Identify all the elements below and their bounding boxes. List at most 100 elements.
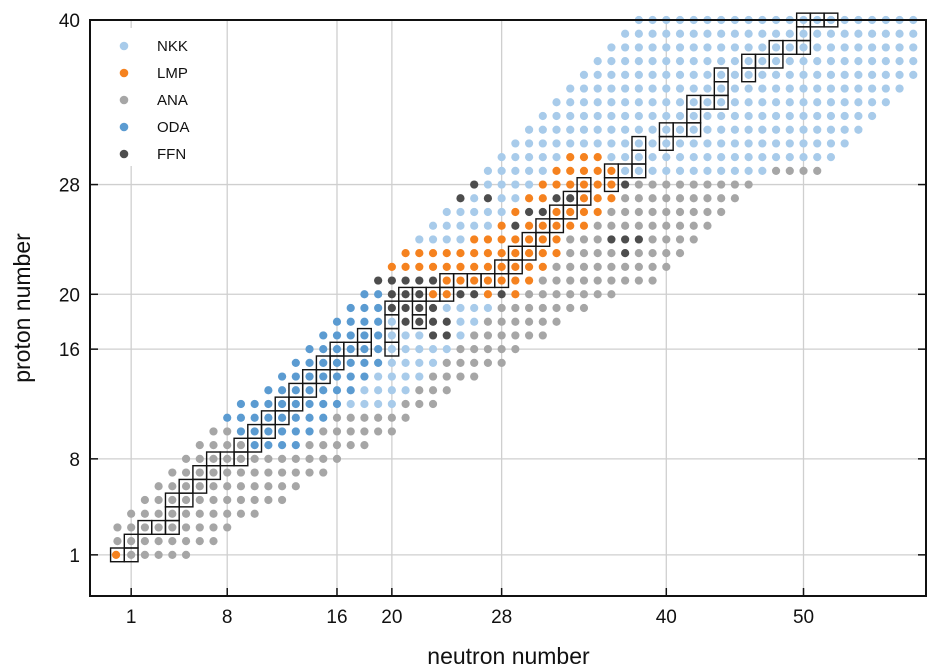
point-ana — [662, 194, 671, 203]
point-nkk — [703, 111, 712, 121]
point-nkk — [826, 57, 836, 66]
point-nkk — [662, 166, 671, 175]
point-nkk — [895, 43, 904, 52]
point-nkk — [771, 29, 781, 38]
point-ana — [113, 537, 122, 546]
point-oda — [374, 317, 383, 326]
point-ffn — [401, 303, 410, 313]
point-nkk — [579, 139, 589, 148]
point-nkk — [552, 111, 561, 121]
point-nkk — [607, 98, 616, 107]
point-lmp — [511, 207, 520, 217]
point-ana — [195, 523, 204, 532]
point-oda — [346, 372, 355, 381]
point-ffn — [428, 276, 438, 285]
point-nkk — [662, 84, 671, 93]
point-nkk — [868, 43, 877, 52]
point-oda — [319, 345, 328, 354]
point-ana — [593, 290, 602, 299]
point-ana — [319, 468, 328, 477]
point-oda — [250, 427, 259, 436]
point-oda — [360, 290, 369, 299]
point-nkk — [662, 29, 671, 38]
point-nkk — [730, 166, 740, 175]
point-ana — [621, 262, 630, 271]
point-ana — [127, 537, 136, 546]
point-lmp — [593, 153, 602, 162]
point-ana — [771, 166, 781, 175]
point-nkk — [785, 139, 794, 148]
point-lmp — [387, 262, 396, 271]
point-ana — [223, 523, 232, 532]
point-nkk — [771, 98, 781, 107]
point-lmp — [442, 249, 451, 258]
point-nkk — [909, 57, 918, 66]
point-oda — [277, 372, 287, 381]
point-oda — [264, 441, 273, 450]
point-nkk — [483, 180, 493, 189]
point-nkk — [758, 166, 767, 175]
point-nkk — [826, 43, 836, 52]
point-ana — [552, 276, 561, 285]
point-nkk — [730, 98, 740, 107]
point-ana — [456, 372, 465, 381]
point-nkk — [813, 43, 822, 52]
point-nkk — [717, 43, 726, 52]
point-nkk — [511, 139, 520, 148]
legend-marker-nkk — [119, 41, 129, 51]
point-nkk — [689, 84, 698, 93]
point-oda — [374, 358, 383, 367]
point-ffn — [483, 194, 493, 203]
point-ana — [195, 482, 204, 491]
point-ffn — [428, 317, 438, 326]
point-nkk — [689, 43, 698, 52]
point-nkk — [826, 98, 836, 107]
point-ffn — [415, 303, 424, 313]
point-nkk — [717, 29, 726, 38]
point-nkk — [840, 70, 849, 79]
stable-nucleus-box — [123, 533, 139, 549]
point-nkk — [470, 221, 479, 230]
point-oda — [236, 399, 246, 409]
point-lmp — [470, 235, 479, 244]
point-lmp — [538, 194, 547, 203]
point-ffn — [538, 207, 547, 217]
point-nkk — [662, 98, 671, 107]
point-ana — [648, 276, 657, 285]
point-oda — [305, 399, 314, 409]
point-nkk — [895, 57, 904, 66]
point-nkk — [840, 57, 849, 66]
point-ana — [730, 180, 740, 189]
point-ana — [730, 194, 740, 203]
point-nkk — [442, 221, 451, 230]
point-nkk — [621, 153, 630, 162]
point-ana — [483, 331, 493, 340]
point-ana — [524, 303, 534, 313]
point-ana — [168, 509, 177, 518]
point-nkk — [675, 166, 685, 175]
point-ffn — [401, 290, 410, 299]
point-nkk — [703, 125, 712, 134]
point-nkk — [634, 166, 643, 175]
point-ana — [621, 276, 630, 285]
point-nkk — [607, 153, 616, 162]
point-ana — [566, 303, 575, 313]
point-ana — [113, 523, 122, 532]
point-ana — [305, 441, 314, 450]
point-lmp — [524, 262, 534, 271]
point-ffn — [524, 207, 534, 217]
point-ana — [181, 495, 191, 505]
point-oda — [305, 386, 314, 395]
point-ana — [236, 482, 246, 491]
point-nkk — [771, 57, 781, 66]
point-nkk — [758, 57, 767, 66]
point-ana — [593, 235, 602, 244]
point-nkk — [456, 303, 465, 313]
point-ana — [579, 262, 589, 271]
x-tick-labels: 1 8 16 20 28 40 50 — [126, 607, 814, 628]
point-nkk — [662, 153, 671, 162]
point-nkk — [703, 166, 712, 175]
point-lmp — [511, 276, 520, 285]
point-oda — [250, 399, 259, 409]
point-ana — [621, 221, 630, 230]
